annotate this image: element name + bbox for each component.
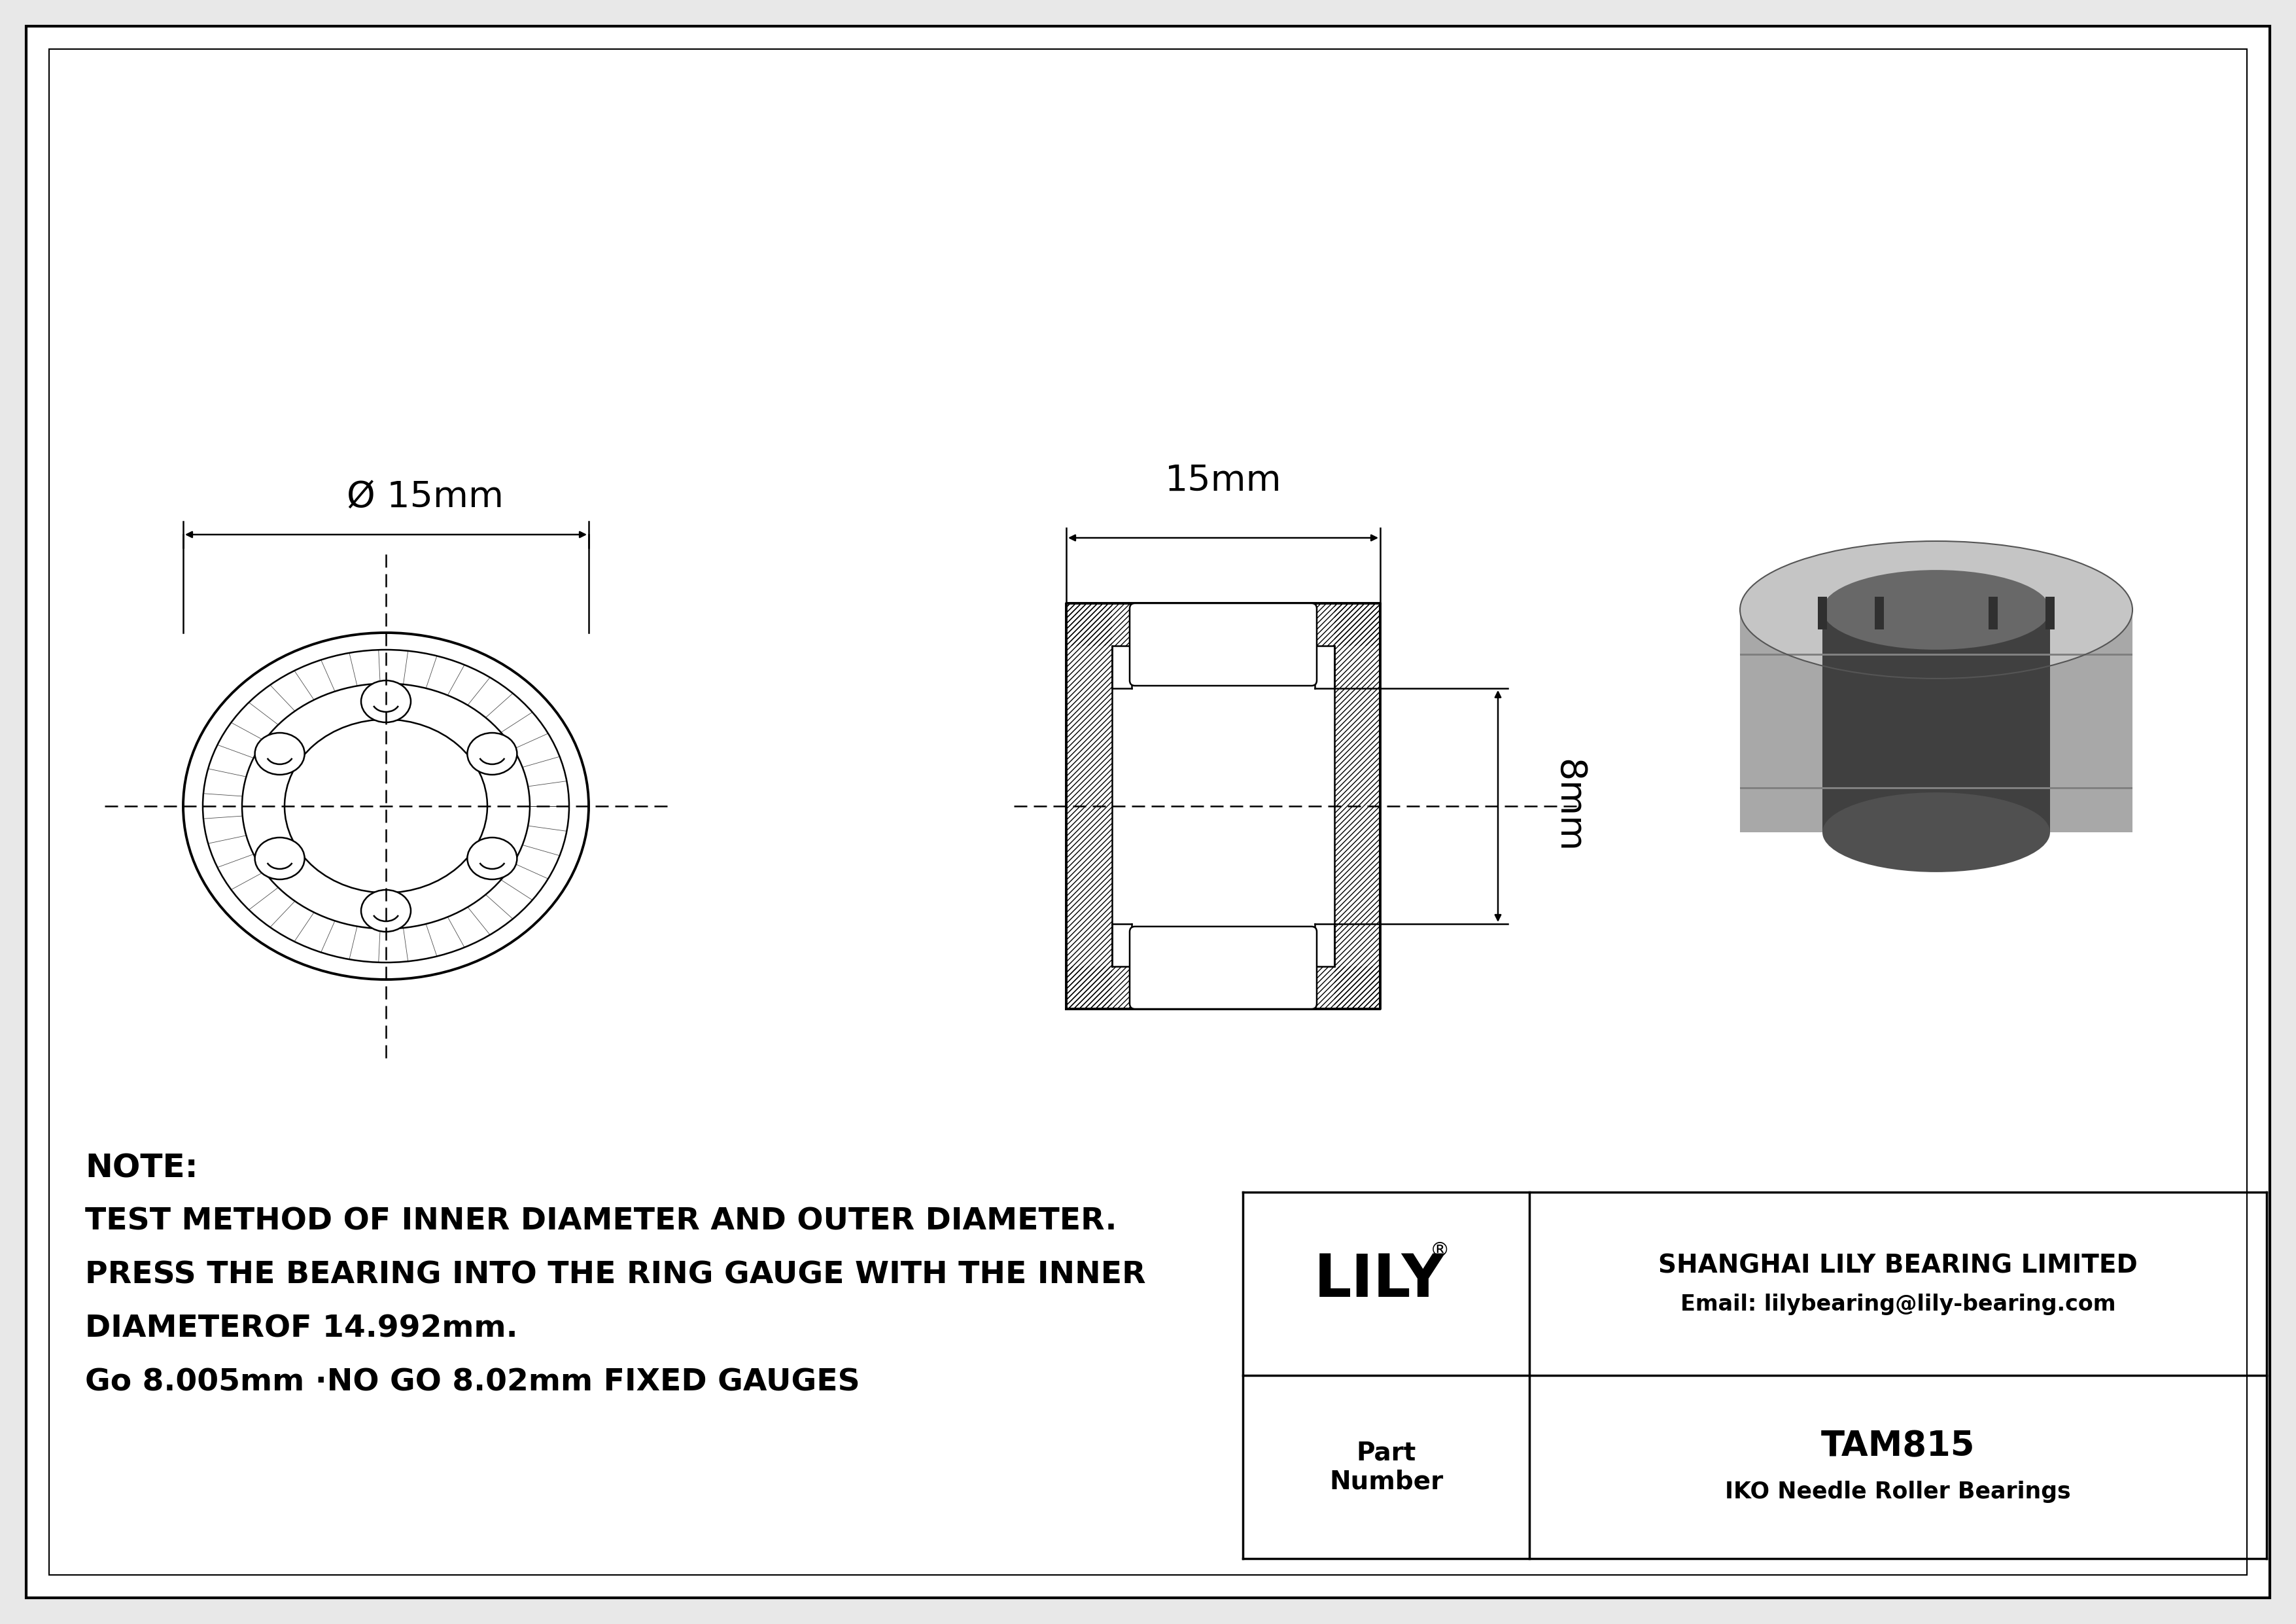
Ellipse shape bbox=[468, 732, 517, 775]
Bar bbox=[1823, 611, 2050, 831]
Bar bbox=[1740, 611, 2133, 831]
Bar bbox=[1334, 603, 1380, 1009]
Bar bbox=[1065, 603, 1380, 646]
FancyArrow shape bbox=[1740, 786, 2133, 789]
Text: Part
Number: Part Number bbox=[1329, 1440, 1444, 1494]
Ellipse shape bbox=[1823, 793, 2050, 872]
Text: IKO Needle Roller Bearings: IKO Needle Roller Bearings bbox=[1724, 1481, 2071, 1502]
Bar bbox=[1818, 596, 1828, 630]
Ellipse shape bbox=[184, 633, 588, 979]
Text: LILY: LILY bbox=[1313, 1252, 1444, 1309]
Bar bbox=[1988, 596, 1998, 630]
Bar bbox=[1988, 596, 1998, 630]
Text: 8mm: 8mm bbox=[1550, 760, 1587, 853]
FancyBboxPatch shape bbox=[1130, 927, 1318, 1009]
Text: TAM815: TAM815 bbox=[1821, 1429, 1975, 1463]
Text: ®: ® bbox=[1430, 1242, 1449, 1260]
Ellipse shape bbox=[241, 684, 530, 929]
FancyArrow shape bbox=[1740, 653, 2133, 656]
Text: 15mm: 15mm bbox=[1164, 463, 1281, 499]
Text: Go 8.005mm ·NO GO 8.02mm FIXED GAUGES: Go 8.005mm ·NO GO 8.02mm FIXED GAUGES bbox=[85, 1367, 861, 1397]
Bar bbox=[2046, 596, 2055, 630]
Ellipse shape bbox=[255, 732, 305, 775]
Bar bbox=[1334, 603, 1380, 1009]
Bar bbox=[1876, 596, 1885, 630]
Ellipse shape bbox=[1823, 570, 2050, 650]
Ellipse shape bbox=[360, 890, 411, 932]
Bar bbox=[1065, 603, 1111, 1009]
Ellipse shape bbox=[202, 650, 569, 963]
Bar bbox=[1065, 966, 1380, 1009]
Text: Email: lilybearing@lily-bearing.com: Email: lilybearing@lily-bearing.com bbox=[1681, 1294, 2115, 1315]
Ellipse shape bbox=[360, 680, 411, 723]
FancyBboxPatch shape bbox=[1130, 603, 1318, 685]
Ellipse shape bbox=[285, 719, 487, 893]
Text: SHANGHAI LILY BEARING LIMITED: SHANGHAI LILY BEARING LIMITED bbox=[1658, 1254, 2138, 1278]
Text: PRESS THE BEARING INTO THE RING GAUGE WITH THE INNER: PRESS THE BEARING INTO THE RING GAUGE WI… bbox=[85, 1260, 1146, 1289]
Text: Ø 15mm: Ø 15mm bbox=[347, 479, 503, 515]
Bar bbox=[1065, 603, 1380, 646]
Bar bbox=[1876, 596, 1885, 630]
Text: TEST METHOD OF INNER DIAMETER AND OUTER DIAMETER.: TEST METHOD OF INNER DIAMETER AND OUTER … bbox=[85, 1207, 1116, 1236]
Ellipse shape bbox=[1740, 541, 2133, 679]
Bar bbox=[1065, 966, 1380, 1009]
Text: NOTE:: NOTE: bbox=[85, 1153, 197, 1184]
Ellipse shape bbox=[255, 838, 305, 879]
Ellipse shape bbox=[468, 838, 517, 879]
Bar bbox=[1065, 603, 1111, 1009]
Text: DIAMETEROF 14.992mm.: DIAMETEROF 14.992mm. bbox=[85, 1314, 519, 1343]
